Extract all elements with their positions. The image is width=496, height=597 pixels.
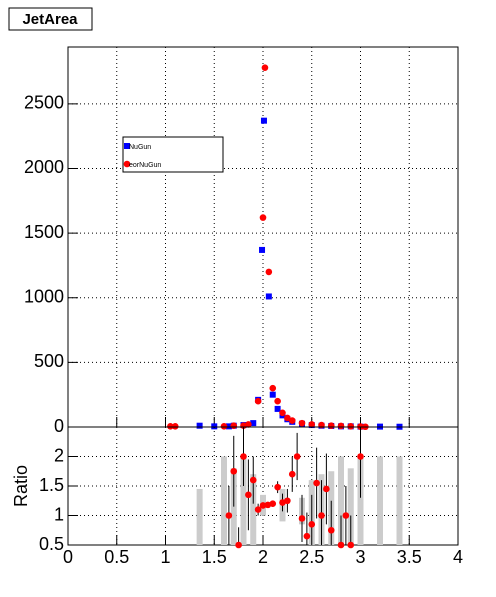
data-point bbox=[265, 293, 272, 300]
data-point bbox=[225, 423, 232, 430]
data-point bbox=[284, 414, 291, 422]
data-point bbox=[230, 422, 238, 430]
title-box bbox=[8, 7, 93, 31]
y-tick-label: 1500 bbox=[24, 222, 64, 242]
uncertainty-band bbox=[396, 456, 403, 545]
data-point bbox=[274, 483, 281, 491]
y-tick-label: 2500 bbox=[24, 93, 64, 113]
x-tick-label: 0 bbox=[63, 547, 73, 567]
data-point bbox=[313, 479, 320, 487]
y-axis-label: Ratio bbox=[11, 465, 31, 507]
legend-label: NuGun bbox=[129, 144, 151, 151]
data-point bbox=[259, 502, 267, 509]
data-point bbox=[337, 422, 345, 430]
chart-title: JetArea bbox=[22, 11, 78, 28]
data-point bbox=[211, 423, 218, 430]
data-point bbox=[327, 526, 335, 534]
data-point bbox=[269, 391, 276, 398]
data-point bbox=[357, 453, 364, 460]
uncertainty-band bbox=[377, 456, 383, 545]
uncertainty-band bbox=[338, 456, 344, 545]
y-tick-label: 2 bbox=[54, 445, 64, 465]
y-tick-label: 0 bbox=[54, 416, 64, 436]
data-point bbox=[249, 476, 257, 484]
data-point bbox=[250, 420, 257, 427]
legend-box bbox=[122, 136, 224, 173]
data-point bbox=[342, 512, 350, 519]
y-tick-label: 1000 bbox=[24, 286, 64, 306]
data-point bbox=[171, 423, 179, 430]
legend-label: eorNuGun bbox=[129, 162, 161, 169]
data-point bbox=[261, 64, 269, 71]
data-point bbox=[259, 246, 266, 253]
x-tick-label: 0.5 bbox=[104, 547, 129, 567]
x-tick-label: 2.5 bbox=[299, 547, 324, 567]
uncertainty-band bbox=[221, 456, 227, 545]
data-point bbox=[269, 384, 277, 392]
data-point bbox=[196, 422, 203, 429]
data-point bbox=[337, 541, 345, 549]
x-tick-label: 3.5 bbox=[397, 547, 422, 567]
data-point bbox=[225, 512, 233, 519]
data-point bbox=[240, 453, 247, 460]
y-tick-label: 1 bbox=[54, 504, 64, 524]
data-point bbox=[245, 491, 252, 499]
data-point bbox=[279, 409, 286, 417]
data-point bbox=[318, 512, 325, 519]
data-point bbox=[298, 515, 306, 522]
data-point bbox=[288, 470, 296, 478]
y-tick-label: 0.5 bbox=[39, 534, 64, 554]
uncertainty-band bbox=[347, 468, 354, 545]
data-point bbox=[303, 532, 311, 540]
y-tick-label: 500 bbox=[34, 351, 64, 371]
y-tick-label: 1.5 bbox=[39, 475, 64, 495]
legend-marker bbox=[124, 143, 130, 149]
data-point bbox=[167, 423, 174, 430]
data-point bbox=[254, 397, 262, 405]
uncertainty-band bbox=[357, 456, 364, 545]
data-point bbox=[308, 421, 316, 428]
data-point bbox=[298, 419, 306, 427]
data-point bbox=[327, 422, 335, 430]
x-tick-label: 1 bbox=[160, 547, 170, 567]
data-point bbox=[220, 423, 228, 430]
data-point bbox=[269, 500, 277, 508]
uncertainty-band bbox=[240, 456, 247, 545]
x-tick-label: 4 bbox=[453, 547, 463, 567]
data-point bbox=[254, 506, 262, 513]
legend-marker bbox=[123, 160, 131, 168]
data-point bbox=[308, 521, 316, 528]
data-point bbox=[260, 117, 267, 124]
data-point bbox=[265, 268, 273, 276]
data-point bbox=[288, 417, 296, 424]
x-tick-label: 1.5 bbox=[202, 547, 227, 567]
uncertainty-band bbox=[250, 474, 257, 545]
data-point bbox=[274, 405, 281, 412]
data-point bbox=[235, 541, 242, 549]
x-tick-label: 2 bbox=[258, 547, 268, 567]
data-point bbox=[245, 421, 252, 428]
data-point bbox=[259, 214, 267, 221]
x-tick-label: 3 bbox=[355, 547, 365, 567]
data-point bbox=[323, 485, 330, 493]
data-point bbox=[274, 397, 281, 405]
data-point bbox=[230, 467, 238, 475]
data-point bbox=[293, 453, 301, 460]
uncertainty-band bbox=[196, 488, 203, 545]
data-point bbox=[347, 541, 355, 549]
y-tick-label: 2000 bbox=[24, 157, 64, 177]
data-point bbox=[347, 423, 355, 430]
data-point bbox=[284, 497, 291, 505]
